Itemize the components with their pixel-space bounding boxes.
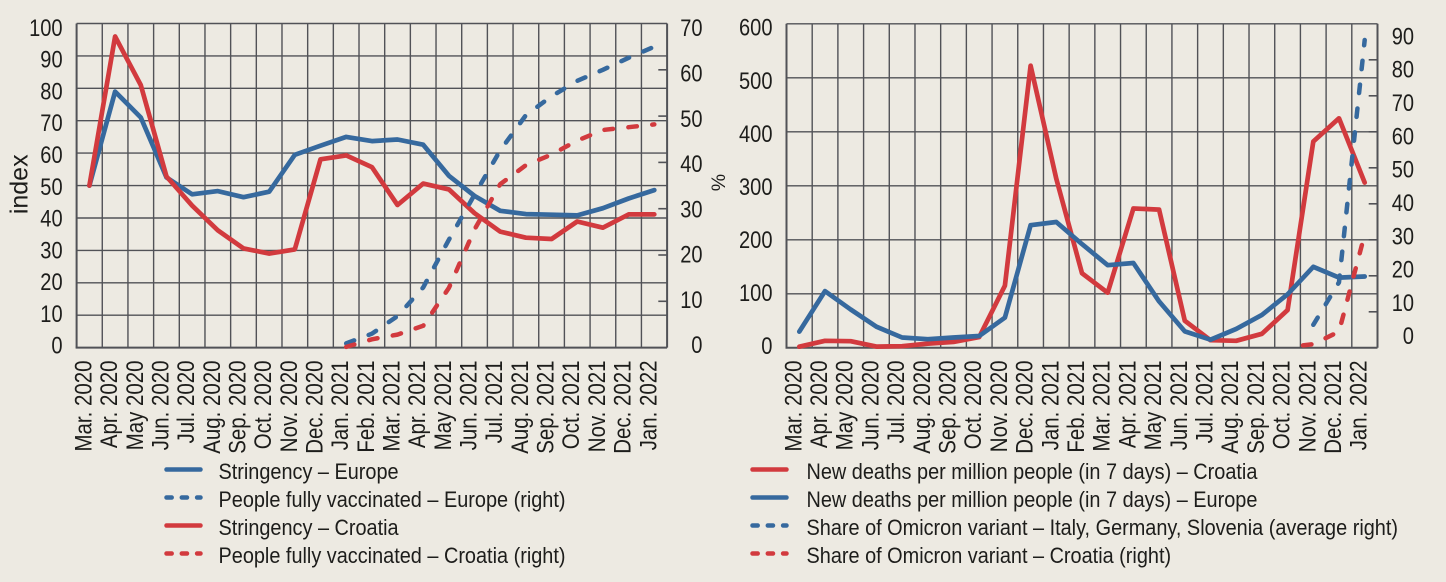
svg-text:80: 80 — [40, 79, 62, 106]
svg-text:Jul. 2020: Jul. 2020 — [883, 361, 910, 444]
svg-text:Share of Omicron variant – Ita: Share of Omicron variant – Italy, German… — [807, 515, 1399, 540]
svg-text:Jun. 2020: Jun. 2020 — [148, 361, 175, 451]
svg-text:Oct. 2020: Oct. 2020 — [960, 361, 987, 450]
svg-text:Oct. 2020: Oct. 2020 — [250, 361, 277, 450]
svg-text:10: 10 — [40, 301, 62, 328]
svg-text:Jul. 2021: Jul. 2021 — [1192, 361, 1219, 444]
svg-text:400: 400 — [739, 121, 773, 148]
svg-text:Aug. 2021: Aug. 2021 — [507, 361, 534, 454]
svg-text:10: 10 — [680, 287, 702, 314]
svg-text:40: 40 — [680, 151, 702, 178]
svg-text:0: 0 — [1403, 323, 1414, 350]
svg-text:Apr. 2020: Apr. 2020 — [96, 361, 123, 449]
svg-text:Jul. 2020: Jul. 2020 — [173, 361, 200, 444]
svg-text:Feb. 2021: Feb. 2021 — [353, 361, 380, 453]
svg-text:index: index — [6, 154, 34, 214]
svg-text:Jul. 2021: Jul. 2021 — [481, 361, 508, 444]
svg-text:Dec. 2021: Dec. 2021 — [610, 361, 637, 454]
svg-text:20: 20 — [1392, 257, 1414, 284]
svg-text:%: % — [708, 174, 730, 191]
svg-text:50: 50 — [40, 174, 62, 201]
svg-text:May 2021: May 2021 — [430, 361, 457, 451]
svg-text:People fully vaccinated – Euro: People fully vaccinated – Europe (right) — [219, 487, 566, 512]
svg-text:300: 300 — [739, 174, 773, 201]
svg-text:60: 60 — [40, 142, 62, 169]
svg-text:80: 80 — [1392, 57, 1414, 84]
svg-text:70: 70 — [680, 15, 702, 42]
svg-text:Apr. 2020: Apr. 2020 — [806, 361, 833, 449]
svg-text:Jun. 2021: Jun. 2021 — [1166, 361, 1193, 451]
svg-text:Apr. 2021: Apr. 2021 — [1114, 361, 1141, 449]
svg-text:Share of Omicron variant – Cro: Share of Omicron variant – Croatia (righ… — [807, 543, 1172, 568]
svg-text:30: 30 — [40, 237, 62, 264]
svg-text:Feb. 2021: Feb. 2021 — [1063, 361, 1090, 453]
svg-text:Aug. 2021: Aug. 2021 — [1217, 361, 1244, 454]
svg-text:Dec. 2020: Dec. 2020 — [1012, 361, 1039, 454]
svg-text:0: 0 — [51, 333, 62, 360]
svg-text:People fully vaccinated – Croa: People fully vaccinated – Croatia (right… — [219, 543, 566, 568]
svg-text:Nov. 2020: Nov. 2020 — [986, 361, 1013, 453]
svg-text:Jan. 2021: Jan. 2021 — [327, 361, 354, 451]
svg-text:10: 10 — [1392, 290, 1414, 317]
svg-text:Mar. 2020: Mar. 2020 — [70, 361, 97, 452]
svg-text:Mar. 2021: Mar. 2021 — [379, 361, 406, 452]
svg-text:Nov. 2021: Nov. 2021 — [1294, 361, 1321, 453]
svg-text:Aug. 2020: Aug. 2020 — [199, 361, 226, 454]
svg-text:Jun. 2020: Jun. 2020 — [857, 361, 884, 451]
svg-text:Nov. 2020: Nov. 2020 — [276, 361, 303, 453]
svg-text:60: 60 — [1392, 123, 1414, 150]
svg-text:40: 40 — [40, 206, 62, 233]
svg-text:70: 70 — [1392, 90, 1414, 117]
svg-text:20: 20 — [680, 242, 702, 269]
svg-text:Sep. 2020: Sep. 2020 — [225, 361, 252, 454]
svg-text:90: 90 — [1392, 23, 1414, 50]
svg-text:Oct. 2021: Oct. 2021 — [1269, 361, 1296, 450]
svg-text:100: 100 — [29, 15, 63, 42]
svg-text:Stringency – Croatia: Stringency – Croatia — [219, 515, 400, 540]
svg-text:40: 40 — [1392, 190, 1414, 217]
svg-text:500: 500 — [739, 68, 773, 95]
svg-text:0: 0 — [691, 332, 702, 359]
svg-text:Dec. 2020: Dec. 2020 — [302, 361, 329, 454]
svg-text:Mar. 2020: Mar. 2020 — [780, 361, 807, 452]
svg-text:Sep. 2021: Sep. 2021 — [1243, 361, 1270, 454]
svg-text:20: 20 — [40, 269, 62, 296]
svg-text:50: 50 — [680, 106, 702, 133]
svg-text:600: 600 — [739, 15, 773, 42]
svg-text:Mar. 2021: Mar. 2021 — [1089, 361, 1116, 452]
svg-text:Dec. 2021: Dec. 2021 — [1320, 361, 1347, 454]
svg-text:May 2020: May 2020 — [832, 361, 859, 451]
svg-text:Jan. 2022: Jan. 2022 — [1346, 361, 1373, 451]
svg-text:Sep. 2021: Sep. 2021 — [533, 361, 560, 454]
svg-text:30: 30 — [1392, 223, 1414, 250]
svg-text:Sep. 2020: Sep. 2020 — [935, 361, 962, 454]
svg-text:Jan. 2022: Jan. 2022 — [635, 361, 662, 451]
svg-text:Aug. 2020: Aug. 2020 — [909, 361, 936, 454]
svg-text:70: 70 — [40, 110, 62, 137]
svg-text:Stringency – Europe: Stringency – Europe — [219, 459, 399, 484]
svg-text:Nov. 2021: Nov. 2021 — [584, 361, 611, 453]
svg-text:Jan. 2021: Jan. 2021 — [1037, 361, 1064, 451]
svg-text:New deaths per million people: New deaths per million people (in 7 days… — [807, 459, 1259, 484]
svg-text:100: 100 — [739, 280, 773, 307]
svg-text:90: 90 — [40, 47, 62, 74]
svg-text:May 2020: May 2020 — [122, 361, 149, 451]
svg-text:50: 50 — [1392, 157, 1414, 184]
svg-text:0: 0 — [761, 333, 772, 360]
svg-text:Apr. 2021: Apr. 2021 — [404, 361, 431, 449]
svg-text:Jun. 2021: Jun. 2021 — [456, 361, 483, 451]
svg-text:New deaths per million people: New deaths per million people (in 7 days… — [807, 487, 1258, 512]
svg-text:60: 60 — [680, 61, 702, 88]
svg-text:30: 30 — [680, 196, 702, 223]
svg-text:200: 200 — [739, 227, 773, 254]
svg-text:May 2021: May 2021 — [1140, 361, 1167, 451]
svg-text:Oct. 2021: Oct. 2021 — [558, 361, 585, 450]
